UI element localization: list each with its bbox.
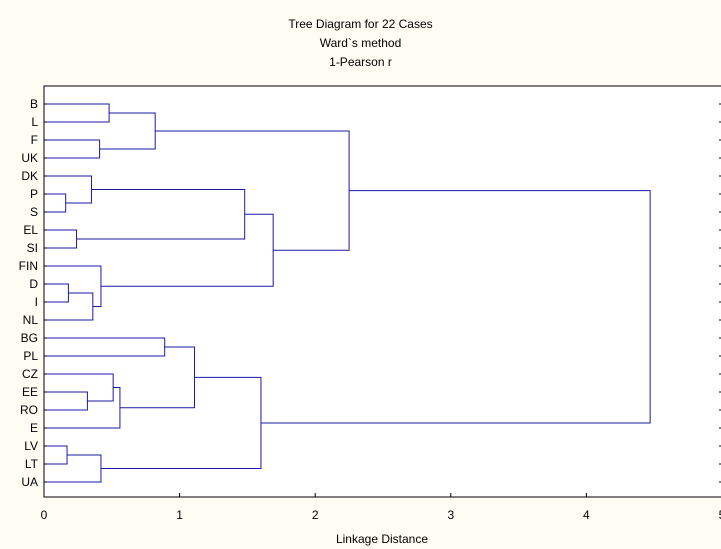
- leaf-label: S: [30, 205, 38, 219]
- chart-subtitle-method: Ward`s method: [319, 36, 402, 50]
- x-tick-label: 2: [312, 508, 319, 522]
- leaf-label: DK: [21, 169, 38, 183]
- leaf-label: BG: [21, 331, 38, 345]
- x-axis: 0 1 2 3 4 5: [41, 493, 721, 522]
- leaf-label: I: [35, 295, 38, 309]
- leaf-label: SI: [27, 241, 38, 255]
- leaf-label: EL: [23, 223, 38, 237]
- x-axis-label: Linkage Distance: [336, 532, 428, 546]
- x-tick-label: 4: [583, 508, 590, 522]
- leaf-label: PL: [23, 349, 38, 363]
- chart-subtitle-distance: 1-Pearson r: [329, 55, 392, 69]
- leaf-label: F: [31, 133, 38, 147]
- leaf-label: CZ: [22, 367, 38, 381]
- leaf-label: NL: [23, 313, 39, 327]
- x-tick-label: 3: [447, 508, 454, 522]
- leaf-label: E: [30, 421, 38, 435]
- leaf-label: B: [30, 97, 38, 111]
- leaf-label: RO: [20, 403, 38, 417]
- leaf-label: LV: [24, 439, 38, 453]
- x-tick-label: 0: [41, 508, 48, 522]
- x-tick-label: 5: [719, 508, 721, 522]
- leaf-label: LT: [25, 457, 39, 471]
- leaf-label: EE: [22, 385, 38, 399]
- plot-frame: [43, 85, 721, 498]
- chart-title: Tree Diagram for 22 Cases: [288, 17, 433, 31]
- leaf-label: L: [31, 115, 38, 129]
- leaf-label: D: [29, 277, 38, 291]
- leaf-label: FIN: [19, 259, 38, 273]
- link-layer: [44, 103, 651, 483]
- x-tick-label: 1: [176, 508, 183, 522]
- dendrogram-link: [260, 190, 651, 424]
- leaf-labels: BLF UK DK PS EL SI FIN DI NL BG PL CZ EE RO E LV LT UA: [19, 97, 721, 489]
- chart-titles: Tree Diagram for 22 Cases Ward`s method …: [0, 0, 721, 72]
- leaf-label: UK: [21, 151, 38, 165]
- leaf-label: P: [30, 187, 38, 201]
- leaf-label: UA: [21, 475, 38, 489]
